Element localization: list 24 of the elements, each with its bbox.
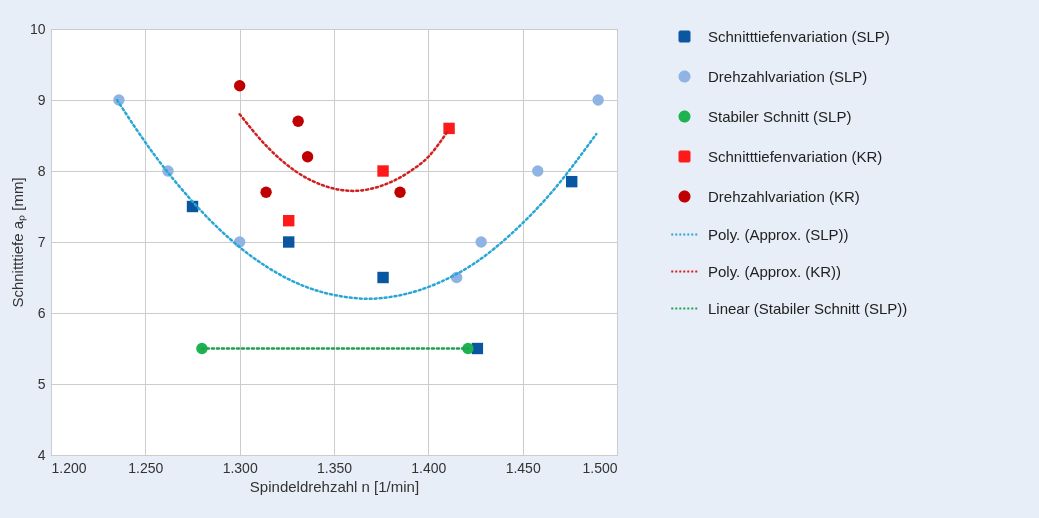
y-tick-label: 7 (37, 233, 46, 250)
legend-label: Linear (Stabiler Schnitt (SLP)) (708, 299, 908, 317)
y-tick-label: 6 (37, 304, 46, 321)
legend-label: Drehzahlvariation (SLP) (708, 67, 868, 85)
x-tick-label: 1.350 (316, 459, 353, 476)
legend-label: Schnitttiefenvariation (KR) (708, 147, 883, 165)
legend-label: Stabiler Schnitt (SLP) (708, 107, 852, 125)
y-tick-label: 5 (37, 375, 46, 392)
x-tick-label: 1.450 (505, 459, 541, 476)
y-tick-label: 8 (37, 162, 46, 179)
x-tick-label: 1.400 (411, 459, 447, 476)
legend-label: Poly. (Approx. (KR)) (708, 262, 842, 280)
x-tick-label: 1.300 (222, 459, 258, 476)
legend-label: Drehzahlvariation (KR) (708, 187, 860, 205)
x-tick-label: 1.500 (582, 459, 618, 476)
y-tick-label: 9 (37, 91, 46, 108)
y-axis-title: Schnitttiefe aₚ [mm] (8, 177, 27, 308)
y-tick-label: 10 (29, 20, 46, 37)
x-tick-label: 1.250 (128, 459, 164, 476)
x-tick-label: 1.200 (51, 459, 87, 476)
x-axis-title: Spindeldrehzahl n [1/min] (249, 477, 420, 495)
y-tick-label: 4 (37, 446, 46, 463)
legend-label: Schnitttiefenvariation (SLP) (708, 27, 890, 45)
legend-label: Poly. (Approx. (SLP)) (708, 225, 849, 243)
